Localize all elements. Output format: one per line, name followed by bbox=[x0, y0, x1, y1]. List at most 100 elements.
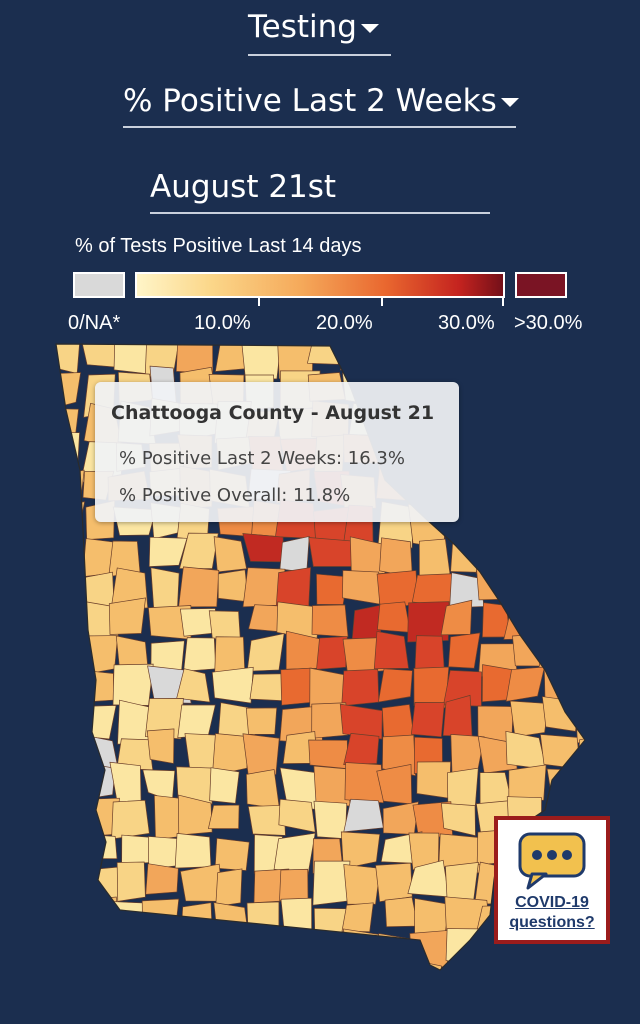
county-shape[interactable] bbox=[178, 566, 220, 608]
county-shape[interactable] bbox=[608, 340, 640, 373]
county-shape[interactable] bbox=[508, 764, 547, 806]
county-shape[interactable] bbox=[47, 469, 85, 503]
county-shape[interactable] bbox=[579, 402, 613, 445]
county-shape[interactable] bbox=[316, 573, 348, 605]
county-shape[interactable] bbox=[538, 629, 572, 673]
county-shape[interactable] bbox=[515, 535, 547, 573]
county-shape[interactable] bbox=[81, 896, 118, 939]
county-shape[interactable] bbox=[46, 798, 83, 827]
county-shape[interactable] bbox=[544, 537, 581, 579]
county-shape[interactable] bbox=[578, 468, 608, 500]
county-shape[interactable] bbox=[512, 633, 546, 667]
county-shape[interactable] bbox=[177, 704, 216, 739]
county-shape[interactable] bbox=[306, 340, 341, 365]
county-shape[interactable] bbox=[544, 398, 583, 440]
county-shape[interactable] bbox=[50, 541, 80, 574]
county-shape[interactable] bbox=[503, 606, 539, 640]
county-shape[interactable] bbox=[414, 897, 450, 936]
county-shape[interactable] bbox=[275, 967, 314, 980]
county-shape[interactable] bbox=[80, 931, 117, 965]
county-shape[interactable] bbox=[576, 603, 617, 636]
county-shape[interactable] bbox=[377, 601, 411, 633]
county-shape[interactable] bbox=[246, 769, 280, 810]
metric-dropdown[interactable]: % Positive Last 2 Weeks bbox=[123, 78, 519, 128]
county-shape[interactable] bbox=[611, 470, 640, 502]
county-shape[interactable] bbox=[605, 635, 640, 669]
county-shape[interactable] bbox=[480, 439, 519, 474]
county-shape[interactable] bbox=[509, 700, 549, 738]
county-shape[interactable] bbox=[246, 966, 281, 980]
county-shape[interactable] bbox=[610, 705, 640, 744]
county-shape[interactable] bbox=[376, 570, 419, 608]
county-shape[interactable] bbox=[575, 700, 608, 744]
county-shape[interactable] bbox=[47, 633, 85, 671]
county-shape[interactable] bbox=[176, 668, 211, 703]
county-shape[interactable] bbox=[215, 868, 243, 907]
county-shape[interactable] bbox=[52, 567, 84, 604]
county-shape[interactable] bbox=[575, 537, 614, 570]
county-shape[interactable] bbox=[176, 766, 213, 805]
county-shape[interactable] bbox=[610, 965, 640, 980]
county-shape[interactable] bbox=[211, 733, 249, 777]
county-shape[interactable] bbox=[175, 340, 214, 374]
county-shape[interactable] bbox=[546, 768, 583, 806]
county-shape[interactable] bbox=[342, 569, 380, 605]
county-shape[interactable] bbox=[606, 607, 640, 643]
county-shape[interactable] bbox=[246, 633, 285, 672]
county-shape[interactable] bbox=[278, 798, 316, 833]
county-shape[interactable] bbox=[448, 632, 481, 669]
county-shape[interactable] bbox=[312, 964, 342, 980]
county-shape[interactable] bbox=[609, 668, 640, 707]
county-shape[interactable] bbox=[311, 604, 349, 638]
county-shape[interactable] bbox=[174, 832, 212, 869]
county-shape[interactable] bbox=[341, 902, 374, 933]
county-shape[interactable] bbox=[444, 969, 487, 980]
county-shape[interactable] bbox=[613, 502, 640, 537]
county-shape[interactable] bbox=[610, 804, 640, 841]
county-shape[interactable] bbox=[214, 837, 250, 871]
county-shape[interactable] bbox=[50, 766, 93, 800]
county-shape[interactable] bbox=[579, 632, 618, 669]
county-shape[interactable] bbox=[612, 735, 640, 769]
county-shape[interactable] bbox=[505, 730, 547, 770]
county-shape[interactable] bbox=[611, 861, 640, 901]
county-shape[interactable] bbox=[240, 340, 282, 380]
county-shape[interactable] bbox=[51, 867, 88, 896]
county-shape[interactable] bbox=[340, 831, 381, 870]
county-shape[interactable] bbox=[384, 896, 419, 928]
county-shape[interactable] bbox=[509, 566, 550, 612]
county-shape[interactable] bbox=[509, 406, 549, 444]
county-shape[interactable] bbox=[538, 340, 578, 381]
county-shape[interactable] bbox=[573, 960, 617, 980]
county-shape[interactable] bbox=[273, 832, 316, 875]
county-shape[interactable] bbox=[75, 761, 116, 801]
county-shape[interactable] bbox=[79, 669, 115, 703]
county-shape[interactable] bbox=[474, 399, 516, 443]
county-shape[interactable] bbox=[445, 928, 479, 966]
county-shape[interactable] bbox=[145, 863, 179, 895]
county-shape[interactable] bbox=[573, 340, 614, 369]
county-shape[interactable] bbox=[574, 564, 616, 604]
county-shape[interactable] bbox=[48, 934, 74, 973]
county-shape[interactable] bbox=[413, 666, 450, 709]
county-shape[interactable] bbox=[576, 502, 603, 530]
county-shape[interactable] bbox=[410, 701, 445, 738]
county-shape[interactable] bbox=[311, 702, 349, 739]
county-shape[interactable] bbox=[343, 864, 381, 905]
county-shape[interactable] bbox=[615, 441, 640, 478]
county-shape[interactable] bbox=[308, 739, 349, 770]
county-shape[interactable] bbox=[108, 965, 153, 980]
county-shape[interactable] bbox=[142, 930, 174, 965]
county-shape[interactable] bbox=[573, 768, 610, 803]
county-shape[interactable] bbox=[178, 794, 213, 836]
county-shape[interactable] bbox=[617, 535, 640, 580]
county-shape[interactable] bbox=[441, 802, 476, 837]
covid-questions-button[interactable]: COVID-19 questions? bbox=[494, 816, 610, 944]
county-shape[interactable] bbox=[213, 536, 248, 573]
county-shape[interactable] bbox=[141, 898, 180, 946]
county-shape[interactable] bbox=[373, 631, 409, 670]
county-shape[interactable] bbox=[344, 762, 384, 804]
county-shape[interactable] bbox=[111, 799, 150, 840]
county-shape[interactable] bbox=[275, 567, 311, 608]
county-shape[interactable] bbox=[213, 928, 251, 969]
